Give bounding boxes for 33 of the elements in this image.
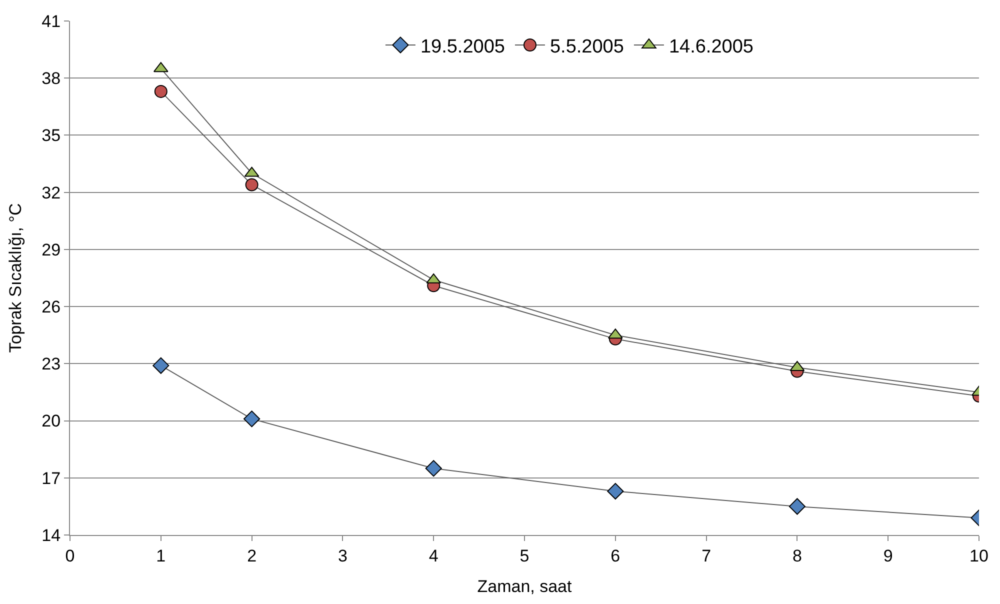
legend-label: 14.6.2005 (668, 36, 754, 58)
y-tick-label: 38 (42, 69, 61, 88)
y-tick-label: 41 (42, 12, 61, 31)
x-tick-label: 4 (428, 546, 438, 566)
y-tick-label: 23 (42, 354, 61, 374)
x-axis-title: Zaman, saat (477, 576, 572, 596)
y-tick-label: 14 (42, 526, 61, 545)
legend-label: 5.5.2005 (550, 36, 624, 58)
point (244, 410, 260, 428)
x-tick-label: 6 (610, 546, 620, 566)
legend-label: 19.5.2005 (420, 36, 505, 58)
y-tick-label: 17 (42, 468, 61, 488)
point (154, 84, 168, 98)
x-tick-label: 9 (883, 546, 893, 566)
y-axis-title: Toprak Sıcaklığı, °C (6, 203, 26, 353)
y-tick-label: 35 (42, 126, 61, 146)
point (425, 460, 442, 477)
point (788, 498, 806, 515)
y-tick-label: 20 (42, 412, 61, 431)
x-tick-label: 7 (702, 546, 712, 566)
point (245, 178, 258, 192)
x-tick-label: 8 (792, 546, 802, 566)
point (607, 482, 624, 500)
x-tick-label: 3 (338, 546, 348, 566)
y-tick-label: 29 (42, 240, 61, 260)
point (152, 357, 170, 374)
x-tick-label: 2 (247, 546, 257, 566)
x-tick-label: 0 (65, 546, 75, 566)
y-tick-label: 26 (42, 298, 61, 317)
x-tick-label: 1 (156, 546, 166, 566)
x-tick-label: 10 (970, 546, 988, 566)
y-tick-label: 32 (42, 183, 61, 202)
x-tick-label: 5 (520, 546, 530, 566)
